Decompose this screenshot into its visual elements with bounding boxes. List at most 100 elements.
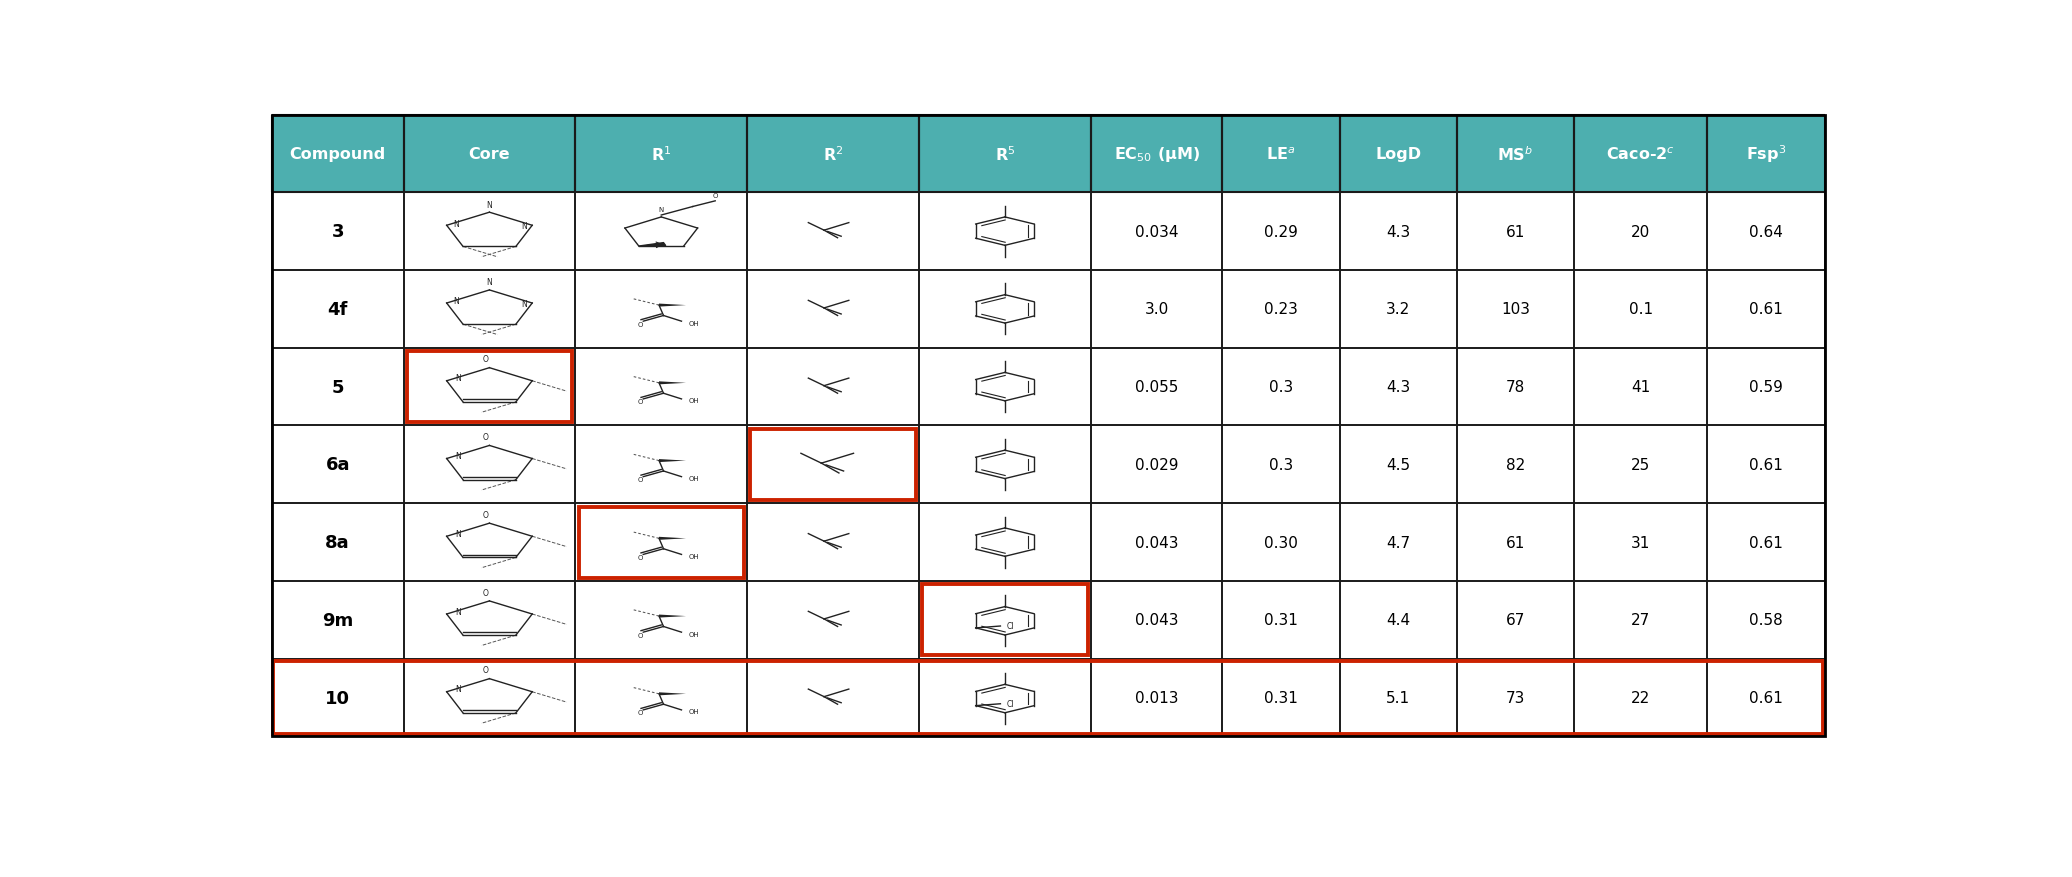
Bar (1341, 503, 1457, 581)
Bar (922, 585, 1088, 656)
Text: 0.64: 0.64 (1749, 225, 1784, 239)
Text: 0.3: 0.3 (1268, 457, 1293, 473)
Bar (920, 659, 1090, 737)
Text: 0.61: 0.61 (1749, 302, 1784, 317)
Bar (1457, 659, 1575, 737)
Bar (576, 116, 748, 193)
Text: 0.043: 0.043 (1135, 613, 1179, 628)
Text: 103: 103 (1500, 302, 1529, 317)
Bar (404, 659, 576, 737)
Bar (406, 352, 572, 423)
Bar (1090, 503, 1222, 581)
Bar (920, 271, 1090, 348)
Bar (1707, 193, 1825, 271)
Bar (1341, 348, 1457, 426)
Bar (1222, 659, 1341, 737)
Bar (1222, 116, 1341, 193)
Bar (1222, 503, 1341, 581)
Bar (576, 426, 748, 503)
Text: O: O (483, 432, 489, 442)
Bar (1222, 271, 1341, 348)
Text: 9m: 9m (321, 611, 354, 629)
Bar (1222, 348, 1341, 426)
Text: O: O (713, 193, 717, 199)
Text: O: O (483, 666, 489, 674)
Bar (271, 503, 404, 581)
Polygon shape (659, 615, 686, 618)
Text: 3.2: 3.2 (1386, 302, 1411, 317)
Text: N: N (456, 607, 460, 616)
Text: 0.034: 0.034 (1135, 225, 1179, 239)
Bar (750, 430, 916, 500)
Text: Cl: Cl (1007, 699, 1013, 708)
Bar (1090, 659, 1222, 737)
Polygon shape (659, 460, 686, 462)
Text: OH: OH (688, 475, 698, 481)
Bar (1457, 271, 1575, 348)
Text: 0.58: 0.58 (1749, 613, 1782, 628)
Text: 78: 78 (1506, 380, 1525, 395)
Bar (576, 659, 748, 737)
Bar (1457, 503, 1575, 581)
Bar (1707, 581, 1825, 659)
Bar (271, 193, 404, 271)
Text: N: N (454, 219, 460, 228)
Polygon shape (659, 693, 686, 695)
Bar (271, 271, 404, 348)
Text: 0.31: 0.31 (1264, 690, 1297, 705)
Text: O: O (638, 476, 642, 482)
Text: R$^5$: R$^5$ (995, 145, 1015, 163)
Bar (920, 193, 1090, 271)
Text: N: N (659, 207, 663, 213)
Text: 4f: 4f (327, 301, 348, 318)
Text: 0.31: 0.31 (1264, 613, 1297, 628)
Text: OH: OH (688, 709, 698, 715)
Text: O: O (483, 355, 489, 364)
Text: N: N (487, 200, 493, 210)
Text: 0.29: 0.29 (1264, 225, 1297, 239)
Text: 5: 5 (332, 378, 344, 396)
Text: LogD: LogD (1376, 146, 1421, 161)
Bar (576, 348, 748, 426)
Text: O: O (638, 399, 642, 405)
Polygon shape (659, 381, 686, 385)
Bar (1707, 348, 1825, 426)
Bar (1575, 581, 1707, 659)
Text: 61: 61 (1506, 225, 1525, 239)
Text: 0.30: 0.30 (1264, 535, 1297, 550)
Text: 5.1: 5.1 (1386, 690, 1411, 705)
Text: LE$^{a}$: LE$^{a}$ (1266, 146, 1295, 162)
Text: 82: 82 (1506, 457, 1525, 473)
Bar (1090, 348, 1222, 426)
Bar (1090, 116, 1222, 193)
Bar (748, 193, 920, 271)
Bar (271, 348, 404, 426)
Text: 4.3: 4.3 (1386, 225, 1411, 239)
Bar (1575, 271, 1707, 348)
Bar (1575, 193, 1707, 271)
Bar (920, 503, 1090, 581)
Text: 4.4: 4.4 (1386, 613, 1411, 628)
Text: Fsp$^{3}$: Fsp$^{3}$ (1747, 143, 1786, 165)
Text: 6a: 6a (325, 456, 350, 474)
Bar (748, 271, 920, 348)
Text: 22: 22 (1631, 690, 1651, 705)
Bar (1090, 193, 1222, 271)
Bar (920, 426, 1090, 503)
Bar (271, 116, 404, 193)
Text: Compound: Compound (290, 146, 385, 161)
Text: MS$^{b}$: MS$^{b}$ (1498, 145, 1533, 163)
Text: 0.61: 0.61 (1749, 690, 1784, 705)
Text: O: O (638, 709, 642, 716)
Bar (1222, 581, 1341, 659)
Bar (1457, 581, 1575, 659)
Bar (274, 661, 1823, 735)
Bar (404, 116, 576, 193)
Bar (1457, 426, 1575, 503)
Text: O: O (638, 632, 642, 638)
Polygon shape (638, 243, 665, 246)
Text: 4.3: 4.3 (1386, 380, 1411, 395)
Text: O: O (483, 588, 489, 597)
Bar (1575, 116, 1707, 193)
Text: N: N (456, 685, 460, 694)
